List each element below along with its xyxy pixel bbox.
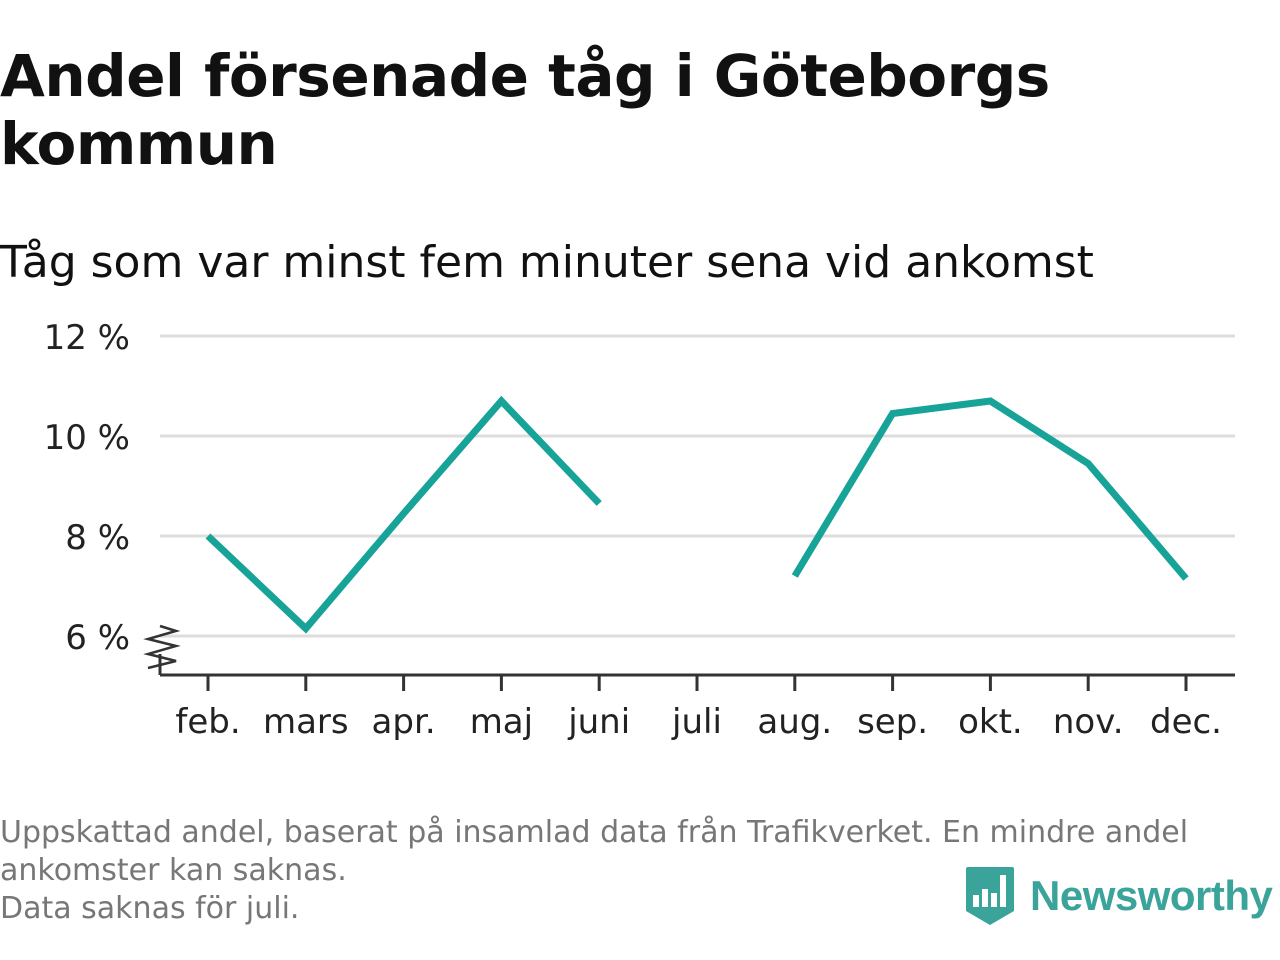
x-tick-label: apr.: [372, 702, 436, 742]
x-tick-label: maj: [470, 702, 533, 742]
brand-name: Newsworthy: [1030, 872, 1273, 919]
y-tick-label: 8 %: [65, 518, 130, 558]
x-tick-label: juli: [671, 702, 722, 742]
x-tick-label: sep.: [857, 702, 928, 742]
brand: Newsworthy: [964, 864, 1273, 928]
footnote: Uppskattad andel, baserat på insamlad da…: [0, 814, 1270, 928]
x-tick-label: okt.: [958, 702, 1023, 742]
y-tick-label: 12 %: [44, 318, 130, 358]
x-tick-label: mars: [263, 702, 349, 742]
y-axis-tick-labels: 6 % 8 % 10 % 12 %: [44, 318, 130, 658]
x-tick-label: feb.: [175, 702, 240, 742]
footnote-line: Data saknas för juli.: [0, 891, 300, 926]
x-tick-label: nov.: [1053, 702, 1124, 742]
newsworthy-logo-icon: [966, 867, 1014, 925]
y-tick-label: 10 %: [44, 418, 130, 458]
series-line: [791, 397, 1189, 581]
axes: [143, 624, 1235, 677]
x-axis-ticks: feb. mars apr. maj juni juli aug. sep. okt. nov. d…: [175, 675, 1222, 742]
y-axis-break-icon: [143, 624, 181, 670]
line-chart: 6 % 8 % 10 % 12 % feb. mars apr. maj juni juli au…: [44, 318, 1235, 742]
y-tick-label: 6 %: [65, 618, 130, 658]
gridlines: [160, 334, 1235, 638]
series-line: [205, 395, 602, 634]
footnote-line: ankomster kan saknas.: [0, 853, 347, 888]
x-tick-label: juni: [567, 702, 630, 742]
x-tick-label: dec.: [1150, 702, 1222, 742]
series-lines: [205, 395, 1189, 634]
x-tick-label: aug.: [757, 702, 832, 742]
footnote-line: Uppskattad andel, baserat på insamlad da…: [0, 815, 1189, 850]
chart-subtitle: Tåg som var minst fem minuter sena vid a…: [0, 237, 1094, 288]
chart-title: Andel försenade tåg i Göteborgs kommun: [0, 42, 1050, 178]
